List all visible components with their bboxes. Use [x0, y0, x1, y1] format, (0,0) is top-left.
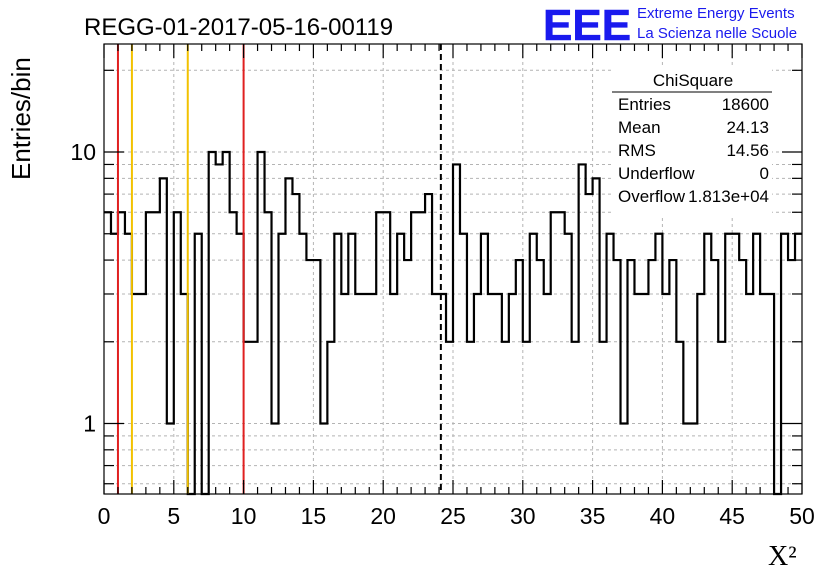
histogram-outline [104, 150, 802, 496]
stats-value-underflow: 0 [760, 164, 769, 183]
stats-box-title: ChiSquare [653, 71, 733, 90]
stats-value-mean: 24.13 [726, 118, 769, 137]
logo-line-2: La Scienza nelle Scuole [637, 25, 797, 42]
stats-label-entries: Entries [618, 95, 671, 114]
x-tick-label: 25 [440, 503, 466, 529]
stats-label-underflow: Underflow [618, 164, 695, 183]
x-tick-label: 0 [98, 503, 111, 529]
x-tick-label: 30 [510, 503, 536, 529]
stats-box: ChiSquare Entries 18600 Mean 24.13 RMS 1… [612, 68, 772, 216]
stats-label-rms: RMS [618, 141, 656, 160]
stats-label-mean: Mean [618, 118, 661, 137]
x-tick-label: 10 [231, 503, 257, 529]
stats-value-rms: 14.56 [726, 141, 769, 160]
stats-label-overflow: Overflow [618, 187, 686, 206]
x-tick-label: 35 [580, 503, 606, 529]
stats-value-overflow: 1.813e+04 [688, 187, 769, 206]
histogram-bars [104, 150, 802, 496]
eee-logo: EEE [543, 1, 631, 50]
stats-box-background [612, 68, 772, 216]
x-tick-label: 45 [719, 503, 745, 529]
x-tick-label: 50 [789, 503, 815, 529]
x-tick-label: 40 [650, 503, 676, 529]
y-axis-label: Entries/bin [6, 57, 36, 180]
x-axis-label: X² [768, 541, 797, 572]
x-tick-label: 15 [301, 503, 327, 529]
chart-title: REGG-01-2017-05-16-00119 [84, 14, 393, 41]
axis-ticks: 0 5 10 15 20 25 30 35 40 45 50 1 10 [70, 44, 815, 529]
reference-lines [116, 44, 442, 494]
x-tick-label: 20 [370, 503, 396, 529]
stats-value-entries: 18600 [722, 95, 769, 114]
x-tick-label: 5 [167, 503, 180, 529]
y-tick-label: 1 [83, 411, 96, 437]
y-tick-label: 10 [70, 139, 96, 165]
logo-line-1: Extreme Energy Events [637, 5, 795, 22]
